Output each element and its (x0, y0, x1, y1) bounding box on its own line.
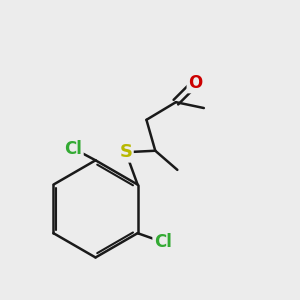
Text: Cl: Cl (154, 233, 172, 251)
Text: S: S (119, 143, 132, 161)
Text: O: O (188, 74, 202, 92)
Text: Cl: Cl (64, 140, 82, 158)
